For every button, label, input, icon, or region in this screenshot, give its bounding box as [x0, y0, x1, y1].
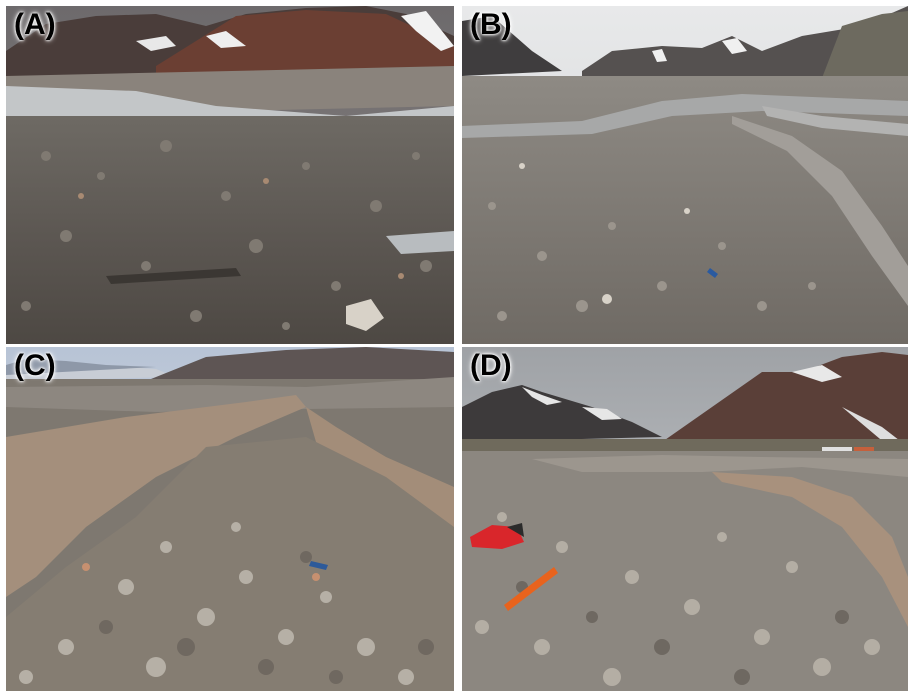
panel-b-photo	[462, 6, 908, 344]
panel-label-b: (B)	[470, 8, 512, 41]
panel-c-photo	[6, 347, 454, 691]
panel-label-c: (C)	[14, 349, 56, 382]
panel-d-photo	[462, 347, 908, 691]
panel-a-photo	[6, 6, 454, 344]
photo-panel-b: (B)	[462, 6, 908, 344]
panel-label-d: (D)	[470, 349, 512, 382]
photo-panel-c: (C)	[6, 347, 454, 691]
panel-label-a: (A)	[14, 8, 56, 41]
photo-panel-a: (A)	[6, 6, 454, 344]
photo-panel-d: (D)	[462, 347, 908, 691]
